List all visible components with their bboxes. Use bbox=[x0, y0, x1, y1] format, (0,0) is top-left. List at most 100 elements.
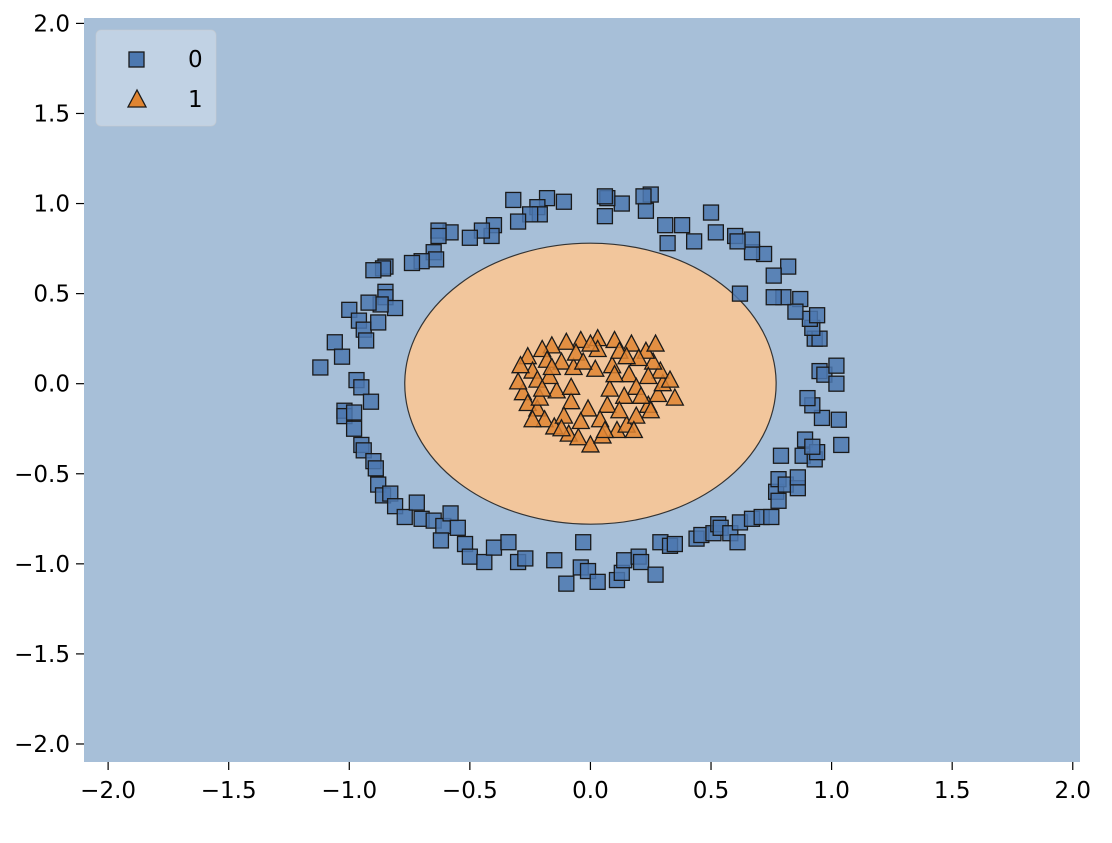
x-tick-label-0: −2.0 bbox=[80, 778, 136, 804]
point-series-1-64 bbox=[580, 333, 601, 352]
point-series-0-102 bbox=[657, 217, 674, 234]
point-series-0-87 bbox=[787, 303, 804, 320]
point-series-0-121 bbox=[461, 229, 479, 246]
point-series-1-34 bbox=[614, 385, 634, 404]
point-series-1-6 bbox=[535, 409, 555, 428]
x-tick-label-8: 2.0 bbox=[1054, 778, 1091, 804]
point-series-0-78 bbox=[816, 366, 833, 383]
point-series-1-41 bbox=[571, 411, 591, 430]
point-series-0-19 bbox=[396, 508, 413, 526]
point-series-0-101 bbox=[673, 217, 691, 234]
x-tick-label-7: 1.5 bbox=[934, 778, 971, 804]
point-series-0-61 bbox=[770, 492, 787, 509]
point-series-1-38 bbox=[547, 380, 567, 399]
y-tick-label-2: −1.0 bbox=[14, 552, 70, 578]
point-series-1-0 bbox=[518, 346, 538, 365]
point-series-0-128 bbox=[403, 254, 421, 272]
point-series-1-49 bbox=[566, 342, 586, 361]
point-series-0-126 bbox=[427, 251, 445, 268]
point-series-0-34 bbox=[546, 552, 563, 569]
x-tick-label-2: −1.0 bbox=[321, 778, 377, 804]
y-tick-label-3: −0.5 bbox=[14, 462, 70, 488]
point-series-1-69 bbox=[604, 364, 625, 383]
point-series-0-66 bbox=[789, 469, 806, 486]
point-series-0-97 bbox=[731, 285, 749, 302]
point-series-0-14 bbox=[367, 460, 384, 477]
point-series-0-44 bbox=[632, 553, 650, 571]
point-series-1-60 bbox=[522, 409, 543, 428]
legend-triangle-marker bbox=[126, 88, 148, 108]
point-series-0-33 bbox=[517, 550, 534, 567]
point-series-1-35 bbox=[597, 394, 617, 413]
point-series-0-105 bbox=[637, 202, 655, 219]
point-series-1-14 bbox=[626, 405, 646, 424]
point-series-0-131 bbox=[365, 262, 382, 279]
point-series-1-63 bbox=[624, 420, 644, 439]
point-series-1-16 bbox=[648, 384, 668, 403]
y-tick-label-4: 0.0 bbox=[33, 372, 70, 398]
point-series-1-9 bbox=[568, 427, 588, 446]
point-series-1-66 bbox=[617, 346, 637, 365]
point-series-1-59 bbox=[510, 355, 531, 374]
x-tick-label-6: 1.0 bbox=[813, 778, 850, 804]
point-series-0-109 bbox=[596, 188, 614, 205]
point-series-1-26 bbox=[542, 335, 562, 354]
legend-square-marker bbox=[128, 51, 145, 68]
point-series-0-94 bbox=[743, 231, 761, 248]
x-tick-label-5: 0.5 bbox=[693, 778, 730, 804]
point-series-0-9 bbox=[345, 420, 363, 437]
point-series-1-21 bbox=[621, 333, 642, 352]
point-series-0-55 bbox=[729, 534, 746, 551]
point-series-0-25 bbox=[442, 505, 459, 522]
point-series-0-96 bbox=[729, 233, 746, 250]
point-series-0-24 bbox=[432, 532, 450, 549]
point-series-1-53 bbox=[573, 351, 593, 370]
point-series-0-12 bbox=[362, 393, 380, 410]
point-series-0-5 bbox=[353, 379, 370, 396]
y-tick-label-8: 2.0 bbox=[33, 11, 70, 37]
point-series-1-44 bbox=[631, 385, 651, 404]
point-series-1-62 bbox=[595, 420, 615, 439]
legend-label-0: 0 bbox=[188, 47, 203, 73]
point-series-1-52 bbox=[561, 376, 581, 395]
point-series-1-43 bbox=[609, 400, 629, 419]
point-series-0-28 bbox=[461, 548, 479, 565]
point-series-1-45 bbox=[638, 366, 658, 385]
y-tick-label-7: 1.5 bbox=[33, 101, 70, 127]
point-series-0-99 bbox=[702, 204, 720, 221]
point-series-0-71 bbox=[804, 438, 821, 455]
point-series-0-38 bbox=[558, 575, 575, 592]
point-series-1-68 bbox=[532, 378, 552, 397]
legend: 0 1 bbox=[95, 29, 217, 127]
point-series-0-117 bbox=[509, 213, 527, 230]
point-series-0-79 bbox=[828, 357, 845, 374]
point-series-1-25 bbox=[556, 331, 576, 350]
y-tick-label-1: −1.5 bbox=[14, 642, 70, 668]
point-series-1-61 bbox=[551, 418, 572, 437]
point-series-1-18 bbox=[650, 360, 670, 379]
point-series-1-58 bbox=[508, 371, 528, 390]
point-series-0-89 bbox=[765, 289, 782, 306]
point-series-0-106 bbox=[635, 188, 652, 205]
y-tick-label-0: −2.0 bbox=[14, 732, 70, 758]
point-series-0-8 bbox=[345, 404, 363, 421]
x-tick-label-3: −0.5 bbox=[442, 778, 498, 804]
point-series-0-76 bbox=[799, 389, 816, 407]
point-series-1-54 bbox=[600, 378, 620, 397]
point-series-1-57 bbox=[645, 333, 666, 352]
point-series-0-139 bbox=[358, 332, 375, 349]
point-series-0-2 bbox=[333, 348, 351, 365]
legend-box bbox=[95, 29, 217, 127]
point-series-1-67 bbox=[641, 400, 661, 419]
y-tick-label-6: 1.0 bbox=[33, 192, 70, 218]
point-series-1-24 bbox=[571, 330, 591, 349]
point-series-1-39 bbox=[539, 366, 560, 385]
point-series-0-0 bbox=[312, 359, 329, 376]
x-tick-label-4: 0.0 bbox=[572, 778, 609, 804]
x-tick-label-1: −1.5 bbox=[201, 778, 257, 804]
point-series-0-1 bbox=[326, 334, 343, 351]
point-series-0-134 bbox=[386, 299, 404, 317]
point-series-0-72 bbox=[833, 436, 850, 454]
x-axis: −2.0 −1.5 −1.0 −0.5 0.0 0.5 1.0 1.5 2.0 bbox=[80, 762, 1091, 804]
